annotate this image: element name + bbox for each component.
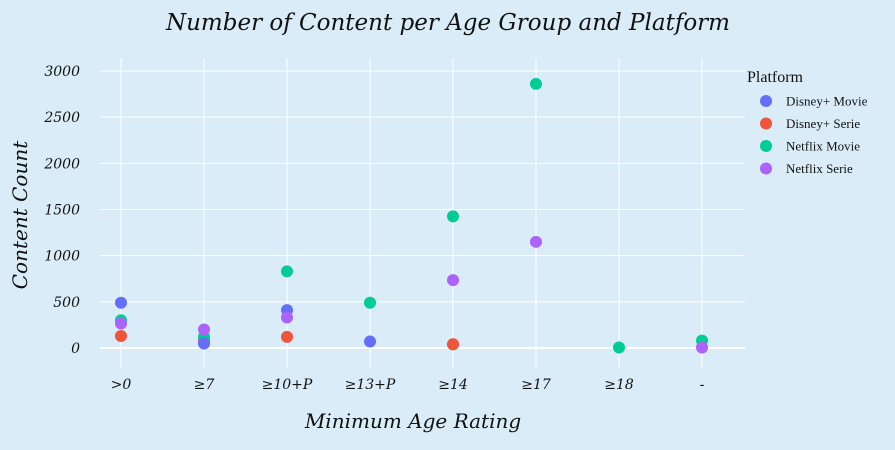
x-tick-label: >0 [111,377,132,393]
data-points [115,77,708,354]
legend-item-label: Disney+ Serie [786,116,860,131]
x-tick-label: ≥10+P [262,377,313,393]
y-tick-label: 1000 [44,249,80,265]
legend-marker [760,95,772,107]
data-point [281,265,293,278]
legend-item-label: Netflix Serie [786,161,853,176]
data-point [530,77,542,90]
data-point [281,330,293,343]
y-tick-label: 2000 [43,156,80,172]
y-tick-labels: 0 500 1000 1500 2000 2500 3000 [43,64,80,357]
legend-marker [760,140,772,152]
x-tick-label: ≥18 [604,377,634,393]
x-tick-label: ≥17 [521,377,551,393]
x-tick-label: - [700,377,705,393]
data-point [198,323,210,336]
data-point [613,341,625,354]
data-point [364,335,376,348]
legend-item-label: Netflix Movie [786,139,860,154]
y-axis-label: Content Count [8,140,32,289]
chart-title: Number of Content per Age Group and Plat… [165,10,730,36]
legend-marker [760,162,772,175]
x-tick-label: ≥14 [438,377,468,393]
y-tick-label: 500 [53,295,80,311]
data-point [530,235,542,248]
y-tick-label: 2500 [43,110,80,126]
x-tick-labels: >0 ≥7 ≥10+P ≥13+P ≥14 ≥17 ≥18 - [111,377,705,393]
data-point [198,337,210,350]
data-point [281,311,293,324]
x-axis-label: Minimum Age Rating [304,409,521,433]
data-point [115,317,127,330]
data-point [447,338,459,351]
legend: Platform Disney+ Movie Disney+ Serie Netfl… [747,69,868,176]
x-tick-label: ≥7 [194,377,215,393]
legend-title: Platform [747,69,804,86]
legend-item-label: Disney+ Movie [786,94,868,109]
x-tick-label: ≥13+P [345,377,396,393]
data-point [364,296,376,309]
legend-marker [760,117,772,130]
data-point [696,341,708,354]
y-tick-label: 0 [71,341,80,357]
y-tick-label: 1500 [44,203,80,219]
data-point [115,329,127,342]
data-point [447,210,459,223]
data-point [447,274,459,287]
y-tick-label: 3000 [44,64,80,80]
data-point [115,296,127,309]
